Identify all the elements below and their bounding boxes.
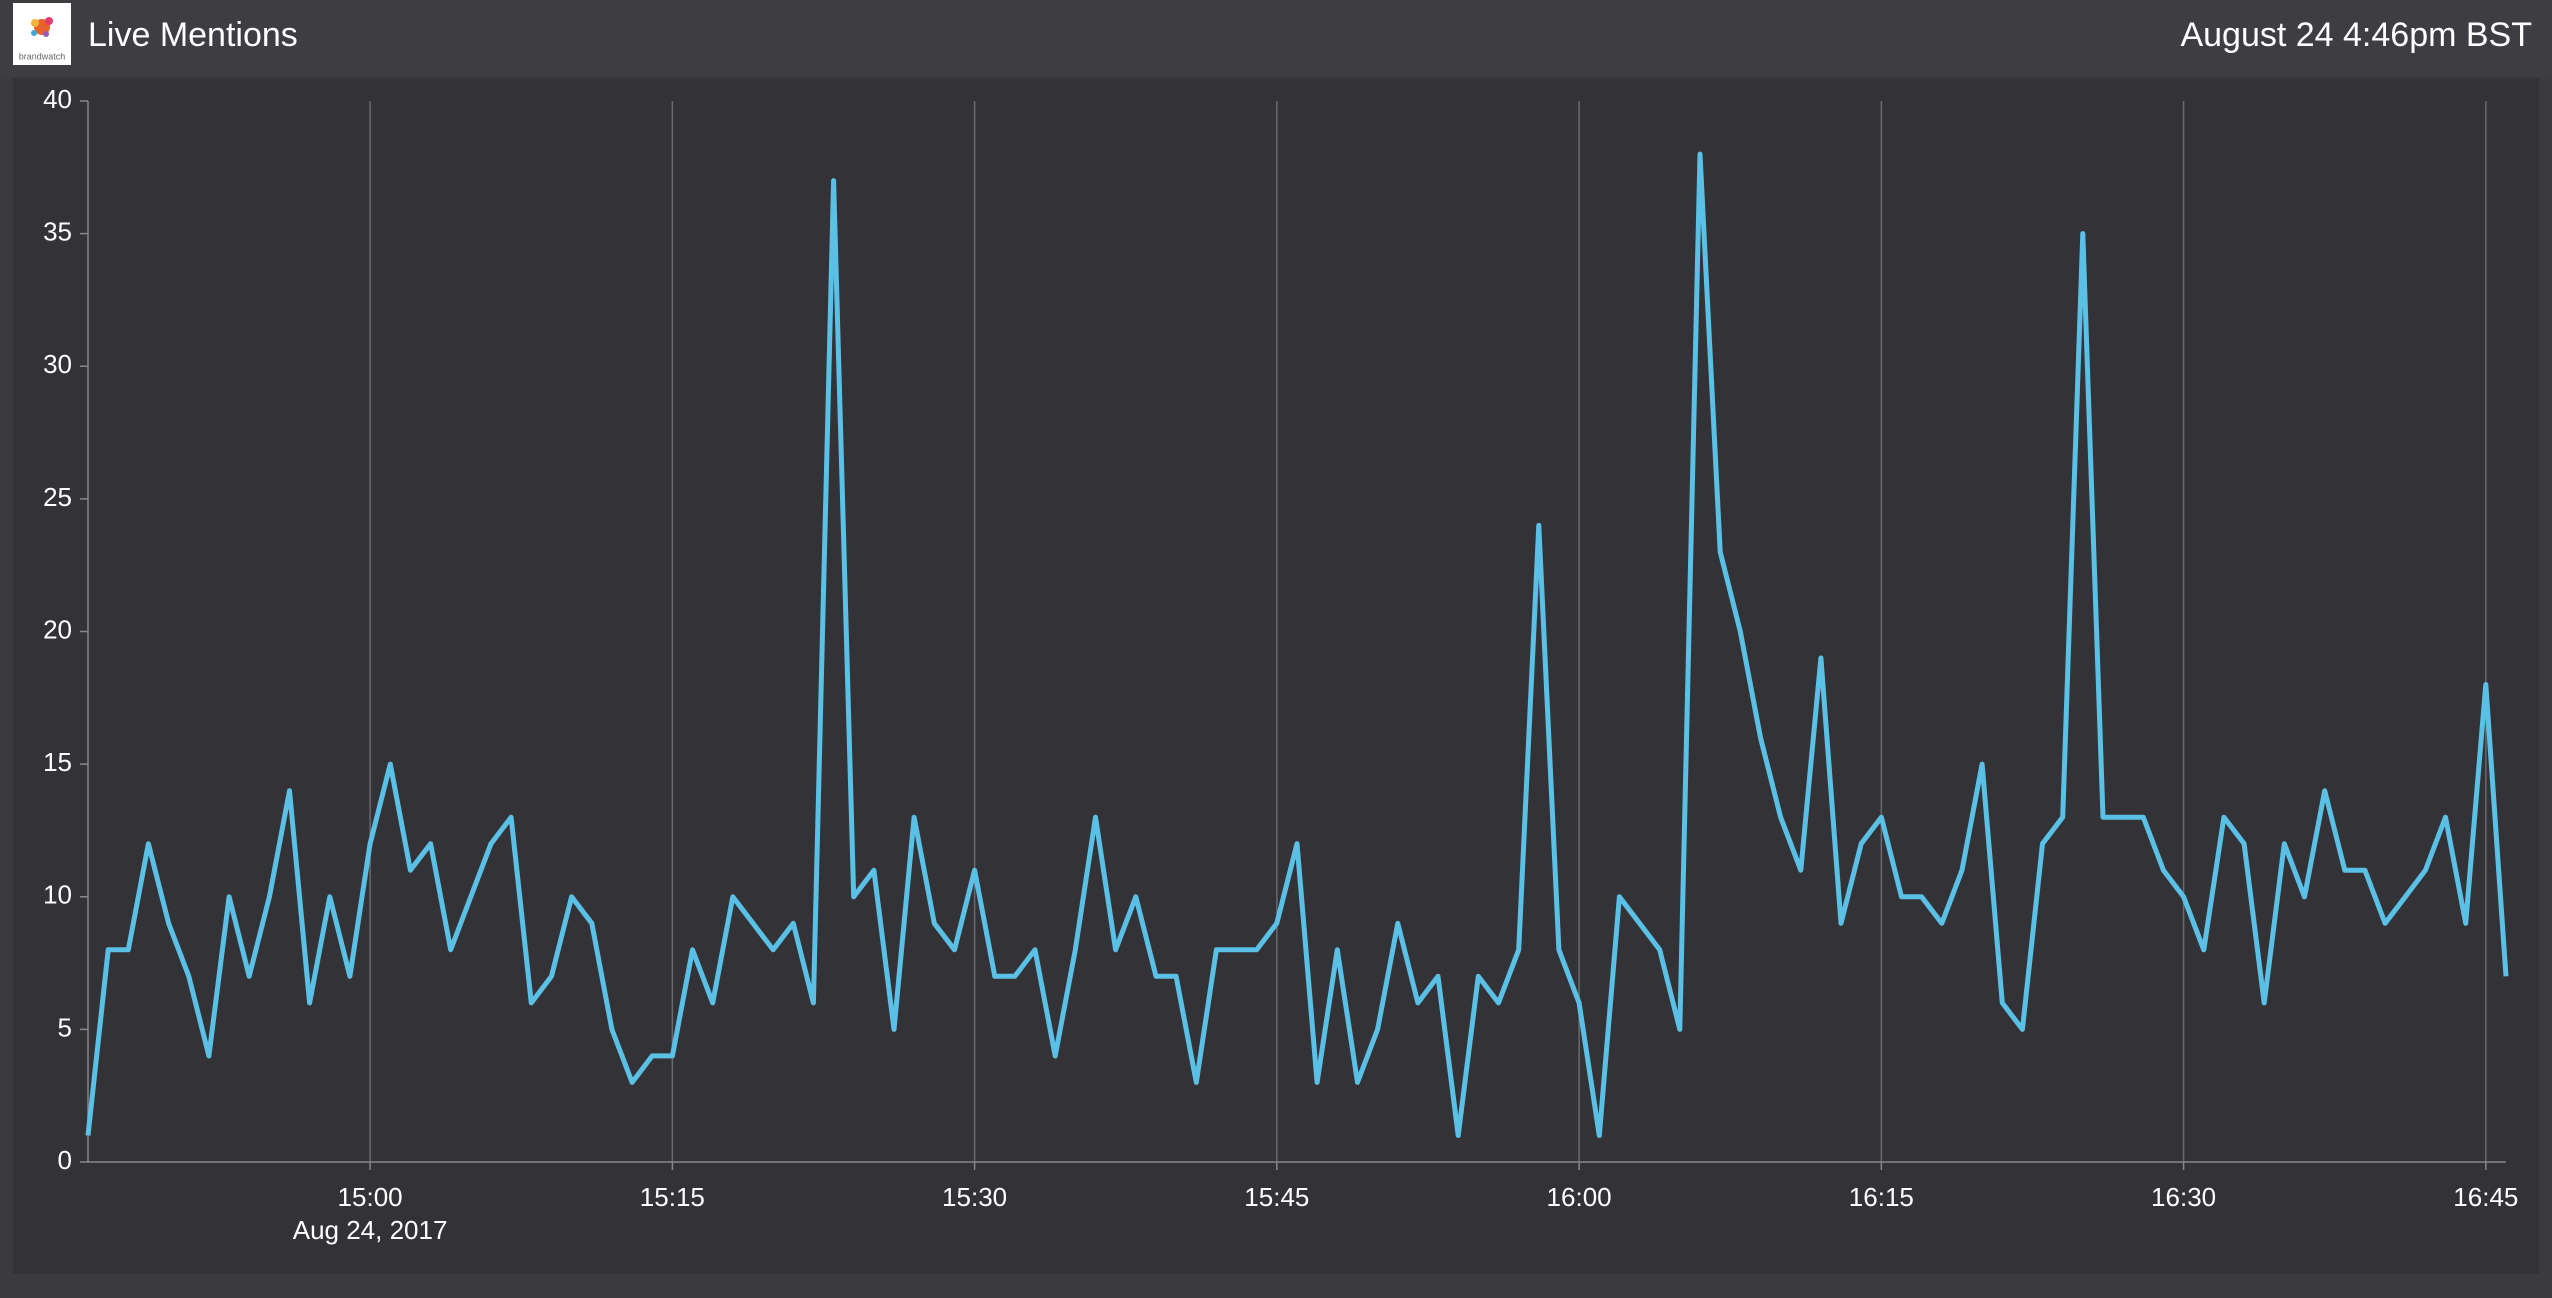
data-line	[85, 151, 2509, 1138]
y-tick-label: 30	[43, 349, 72, 379]
logo-text: brandwatch	[19, 51, 66, 61]
x-tick-label: 16:30	[2151, 1182, 2216, 1212]
x-tick-label: 16:00	[1547, 1182, 1612, 1212]
title: Live Mentions	[88, 16, 298, 54]
y-tick-label: 10	[43, 880, 72, 910]
x-tick-label: 16:15	[1849, 1182, 1914, 1212]
logo: brandwatch	[13, 3, 71, 65]
x-tick-label: 16:45	[2453, 1182, 2518, 1212]
y-tick-label: 20	[43, 614, 72, 644]
y-tick-label: 5	[58, 1012, 72, 1042]
x-tick-label: 15:30	[942, 1182, 1007, 1212]
y-tick-label: 40	[43, 84, 72, 114]
y-tick-label: 25	[43, 482, 72, 512]
x-tick-label: 15:45	[1244, 1182, 1309, 1212]
x-tick-label: 15:15	[640, 1182, 705, 1212]
x-date-label: Aug 24, 2017	[293, 1215, 448, 1245]
y-tick-label: 15	[43, 747, 72, 777]
timestamp: August 24 4:46pm BST	[2180, 16, 2532, 54]
chart-panel	[13, 78, 2539, 1274]
y-tick-label: 0	[58, 1145, 72, 1175]
x-tick-label: 15:00	[338, 1182, 403, 1212]
y-tick-label: 35	[43, 217, 72, 247]
header: brandwatch Live Mentions August 24 4:46p…	[0, 0, 2552, 76]
